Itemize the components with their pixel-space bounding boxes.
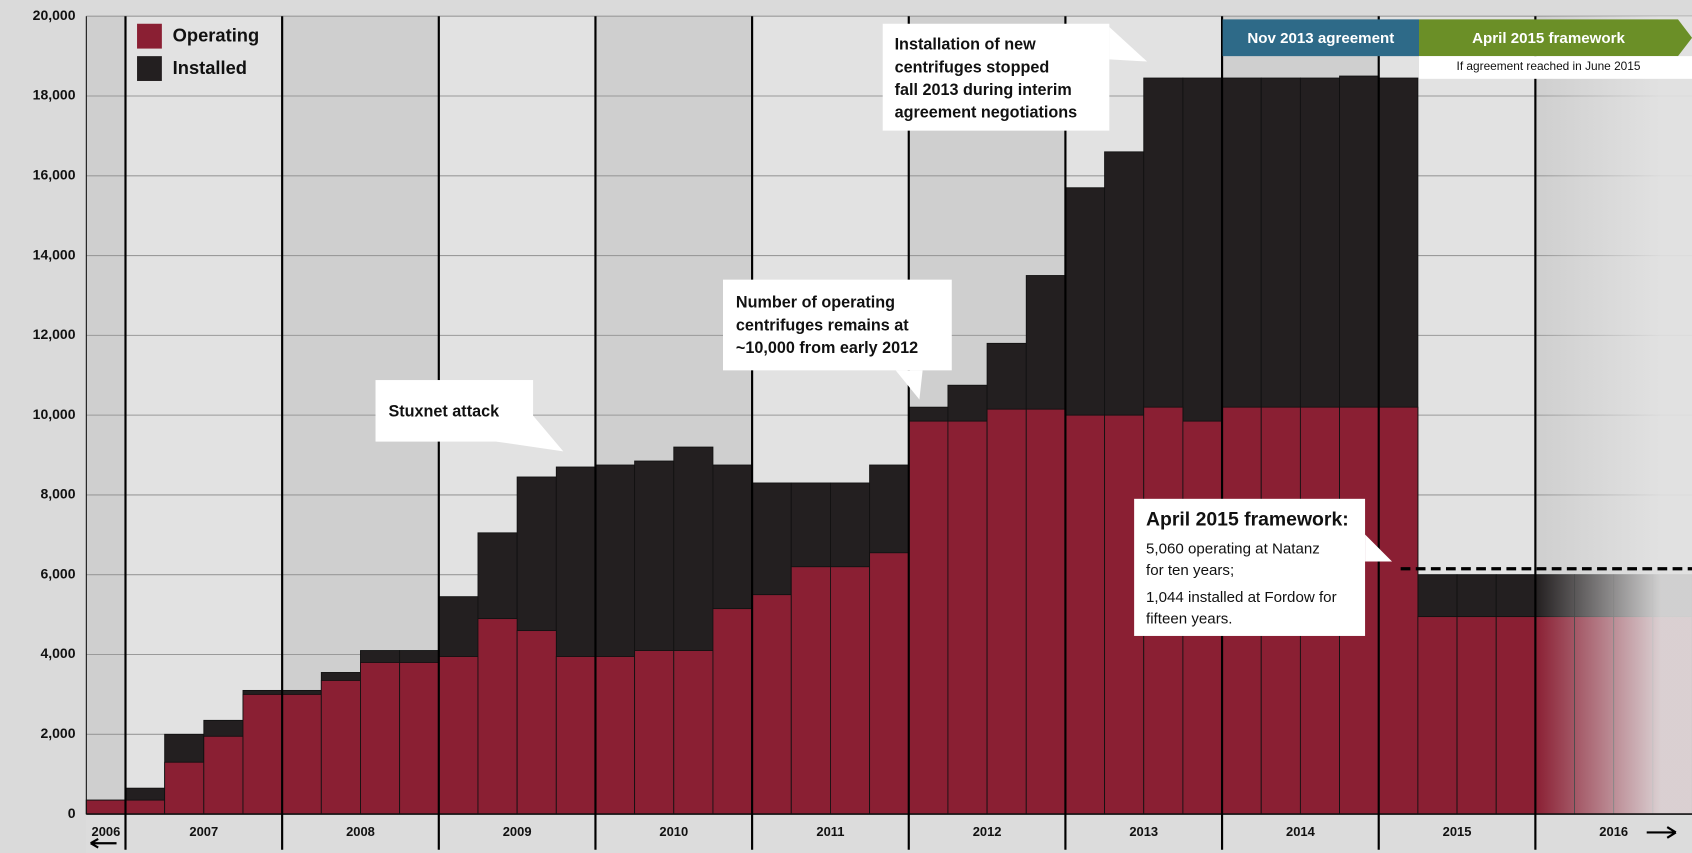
arrow-left — [90, 837, 117, 849]
callout-line: centrifuges stopped — [895, 58, 1050, 76]
bar — [1025, 408, 1066, 815]
callout-box — [722, 279, 952, 371]
x-tick-label: 2014 — [1286, 824, 1316, 839]
legend-label: Installed — [173, 57, 247, 78]
x-tick-label: 2016 — [1599, 824, 1628, 839]
y-tick-label: 6,000 — [40, 565, 75, 581]
bar — [595, 656, 636, 815]
callout-line: ~10,000 from early 2012 — [736, 339, 918, 357]
y-tick-label: 8,000 — [40, 486, 75, 502]
callout-line: Installation of new — [895, 36, 1037, 54]
callout-line: agreement negotiations — [895, 104, 1078, 122]
callout-box — [882, 23, 1110, 131]
legend-swatch — [137, 56, 162, 81]
callout-pointer — [1109, 26, 1148, 62]
x-tick-label: 2012 — [973, 824, 1002, 839]
y-tick-label: 10,000 — [33, 406, 76, 422]
bar — [438, 656, 479, 815]
y-tick-label: 14,000 — [33, 246, 76, 262]
bar — [360, 662, 401, 815]
bar — [516, 630, 557, 815]
callout-box — [1134, 498, 1366, 636]
bar — [320, 680, 361, 815]
bar — [751, 594, 792, 815]
callout-pointer — [895, 370, 923, 400]
timeline-band — [1419, 19, 1692, 57]
x-tick-label: 2013 — [1129, 824, 1158, 839]
x-tick-label: 2009 — [503, 824, 532, 839]
bar — [125, 799, 166, 815]
arrow-right — [1646, 826, 1677, 839]
x-tick-label: 2015 — [1443, 824, 1472, 839]
bar — [869, 552, 910, 815]
legend-swatch — [137, 23, 162, 49]
bar — [634, 650, 675, 815]
callout-line: fifteen years. — [1146, 611, 1232, 628]
bar — [712, 608, 753, 815]
bar — [1495, 616, 1536, 815]
bar — [908, 420, 949, 815]
callout-line: for ten years; — [1146, 562, 1234, 579]
bar — [203, 735, 244, 815]
callout-pointer — [1365, 534, 1393, 562]
bar — [1378, 406, 1419, 815]
callout-line: 5,060 operating at Natanz — [1146, 541, 1320, 558]
bar — [986, 408, 1027, 815]
timeline-label: April 2015 framework — [1472, 30, 1625, 47]
bar — [830, 566, 871, 815]
bar — [947, 420, 988, 815]
y-tick-label: 16,000 — [33, 166, 76, 182]
callout-line: Number of operating — [736, 294, 895, 312]
x-tick-label: 2011 — [816, 824, 844, 839]
timeline-note: If agreement reached in June 2015 — [1457, 59, 1641, 73]
x-tick-label: 2007 — [189, 824, 218, 839]
timeline-band — [1222, 19, 1420, 57]
callout-title: April 2015 framework: — [1146, 509, 1349, 531]
bar — [164, 761, 205, 815]
x-axis-strip — [86, 814, 1692, 853]
x-tick-label: 2008 — [346, 824, 375, 839]
callout-line: centrifuges remains at — [736, 316, 909, 334]
callout-box — [375, 380, 534, 442]
callout-line: 1,044 installed at Fordow for — [1146, 589, 1337, 606]
bar — [281, 693, 322, 815]
bar — [85, 799, 126, 815]
y-tick-label: 18,000 — [33, 87, 76, 103]
bar — [399, 662, 440, 815]
callout-line: Stuxnet attack — [388, 403, 500, 421]
y-tick-label: 4,000 — [40, 645, 75, 661]
bar — [1417, 616, 1458, 815]
callout-line: fall 2013 during interim — [895, 81, 1072, 99]
timeline-label: Nov 2013 agreement — [1247, 30, 1394, 47]
legend-label: Operating — [173, 25, 260, 46]
timeline-note-box — [1419, 56, 1692, 79]
y-tick-label: 0 — [68, 805, 76, 821]
y-tick-label: 12,000 — [33, 326, 76, 342]
bar — [242, 693, 283, 815]
bar — [1456, 616, 1497, 815]
bar — [555, 656, 596, 815]
x-tick-label: 2006 — [92, 824, 121, 839]
y-tick-label: 20,000 — [33, 7, 76, 23]
y-tick-label: 2,000 — [40, 725, 75, 741]
bar — [790, 566, 831, 815]
bar — [477, 618, 518, 815]
fade — [1535, 16, 1692, 815]
bar — [673, 650, 714, 815]
x-tick-label: 2010 — [659, 824, 688, 839]
bar — [1064, 414, 1106, 815]
